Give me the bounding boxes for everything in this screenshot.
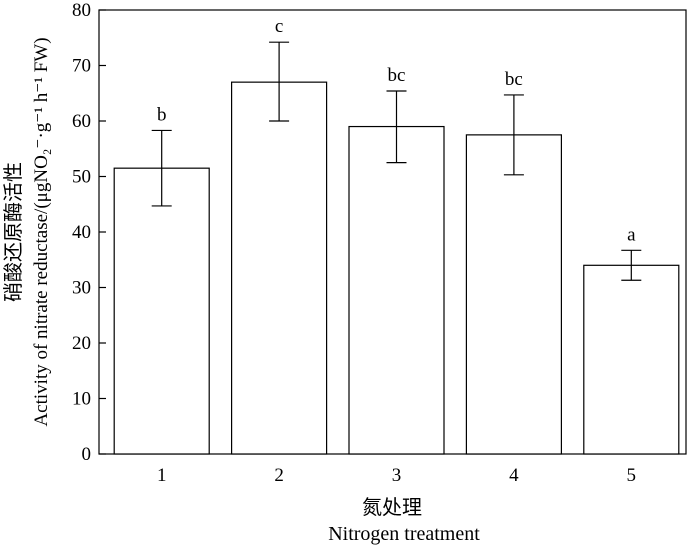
significance-label-5: a <box>627 224 636 245</box>
bar-3 <box>348 125 445 455</box>
y-tick-label: 80 <box>72 0 91 21</box>
y-tick-label: 70 <box>72 56 91 77</box>
y-axis-label-en: Activity of nitrate reductase/(μgNO₂⁻·g⁻… <box>31 37 52 426</box>
bar-4 <box>465 134 562 455</box>
x-tick-label-1: 1 <box>157 465 167 486</box>
y-tick-label: 10 <box>72 389 91 410</box>
x-tick-label-5: 5 <box>627 465 637 486</box>
y-tick-label: 50 <box>72 167 91 188</box>
x-axis-label-cn: 氮处理 <box>362 496 422 519</box>
bar-1 <box>113 167 210 455</box>
y-tick-label: 30 <box>72 278 91 299</box>
significance-label-2: c <box>275 16 283 37</box>
bar-2 <box>231 81 328 455</box>
x-tick-label-3: 3 <box>392 465 402 486</box>
y-tick-label: 60 <box>72 111 91 132</box>
y-tick-label: 0 <box>82 444 92 465</box>
y-axis-label-cn: 硝酸还原酶活性 <box>2 162 25 302</box>
significance-label-1: b <box>157 104 167 125</box>
x-tick-label-2: 2 <box>274 465 284 486</box>
y-tick-label: 20 <box>72 333 91 354</box>
significance-label-3: bc <box>388 65 406 86</box>
y-tick-label: 40 <box>72 222 91 243</box>
significance-label-4: bc <box>505 69 523 90</box>
x-axis-label-en: Nitrogen treatment <box>328 523 480 545</box>
y-axis: 0 10 20 30 40 50 60 70 80 <box>72 0 106 465</box>
bar-5 <box>583 264 680 455</box>
x-tick-label-4: 4 <box>509 465 519 486</box>
